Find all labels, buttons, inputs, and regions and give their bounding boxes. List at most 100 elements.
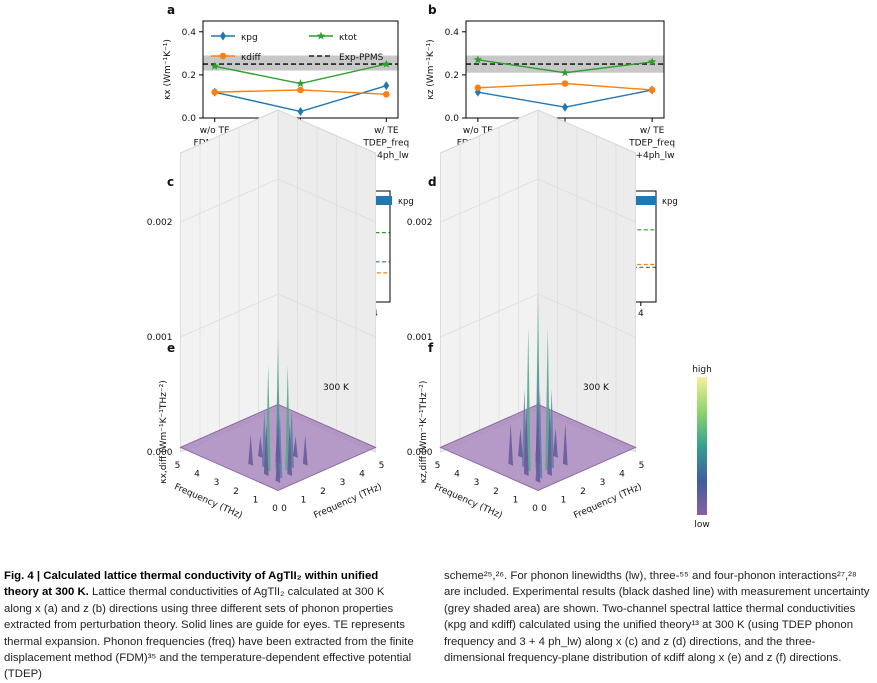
surface-peak-shade-12 (535, 423, 538, 458)
y-tick-label: 2 (580, 487, 586, 497)
z-axis-label: κx,diff (Wm⁻¹K⁻¹THz⁻²) (159, 380, 169, 483)
panel-letter-d: d (428, 175, 437, 189)
y-tick-label: 0.2 (445, 71, 459, 81)
series-1-point-2 (648, 86, 656, 94)
z-tick-label: 0.001 (147, 333, 173, 343)
x-category-label: TDEP_freq (362, 139, 409, 149)
surface-peak-10 (508, 423, 514, 466)
x-tick-label: 1 (513, 495, 519, 505)
y-tick-label: 2 (320, 487, 326, 497)
y-axis-label: κz (Wm⁻¹K⁻¹) (426, 39, 436, 99)
colorbar: high low (692, 365, 712, 530)
legend-ktot-label: κtot (339, 33, 357, 43)
surface-peak-11 (302, 434, 308, 466)
right-wall (537, 109, 636, 453)
series-2-point-2 (382, 59, 391, 68)
legend-exp-label: Exp-PPMS (339, 53, 384, 63)
legend-kpg-marker (220, 31, 226, 41)
series-1-point-2 (383, 90, 390, 98)
surface-peak-shade-14 (553, 428, 556, 458)
x-tick-label: 3 (474, 478, 480, 488)
panel-letter-c: c (167, 175, 174, 189)
x-category-label: 3+4ph_lw (630, 151, 675, 161)
z-axis-label: κz,diff (Wm⁻¹K⁻¹THz⁻²) (419, 381, 429, 484)
series-1-point-1 (561, 80, 569, 87)
x-tick-label: 2 (233, 487, 239, 497)
y-tick-label: 5 (379, 461, 385, 471)
caption-left: Fig. 4 | Calculated lattice thermal cond… (4, 568, 414, 683)
z-tick-label: 0.002 (147, 218, 173, 228)
surface-peak-shade-7 (535, 403, 538, 464)
y-tick-label: 4 (619, 470, 625, 480)
surface-peak-shade-4 (537, 390, 540, 479)
wall-grid-line (180, 178, 376, 223)
z-tick-label: 0.000 (407, 448, 433, 458)
surface-peak-8 (547, 405, 553, 476)
temperature-annotation: 300 K (323, 383, 350, 393)
surface-peak-15 (535, 431, 541, 483)
y-axis-label: κx (Wm⁻¹K⁻¹) (163, 39, 173, 100)
x-tick-label: 0 (532, 504, 538, 514)
surface-peak-shade-9 (523, 405, 527, 476)
y-tick-label: 0.0 (445, 114, 460, 124)
surface-peak-shade-13 (258, 436, 261, 458)
legend-label-2: κpg (662, 197, 678, 207)
x-tick-label: 5 (435, 461, 441, 471)
caption-right: scheme²⁵,²⁶. For phonon linewidths (lw),… (444, 570, 870, 665)
surface-peak-shade-5 (522, 388, 525, 469)
surface-peak-shade-14 (293, 436, 296, 458)
surface-peak-shade-0 (535, 292, 538, 473)
x-tick-label: 4 (194, 470, 200, 480)
surface-peak-15 (275, 445, 281, 483)
legend-kdiff-label: κdiff (241, 53, 262, 63)
y-tick-label: 5 (639, 461, 645, 471)
surface-peak-11 (562, 423, 568, 466)
y-tick-label: 0.4 (182, 28, 197, 38)
y-tick-label: 0.4 (445, 28, 460, 38)
surface-peak-shade-9 (263, 424, 267, 476)
series-2-point-0 (473, 55, 483, 64)
temperature-annotation: 300 K (583, 383, 610, 393)
surface-peak-8 (287, 424, 293, 476)
legend-swatch-2 (634, 196, 656, 205)
panel-letter-f: f (428, 341, 434, 355)
x-category-label: w/o TE (200, 126, 230, 136)
wall-grid-line (440, 178, 636, 223)
y-tick-label: 0 (281, 504, 287, 514)
y-tick-label: 0.0 (182, 114, 197, 124)
caption-title: Fig. 4 | Calculated lattice thermal cond… (4, 570, 379, 599)
panel-letter-b: b (428, 3, 437, 17)
x-tick-label: 5 (175, 461, 181, 471)
x-category-label: w/ TE (374, 126, 399, 136)
x-category-label: w/o TE (463, 126, 493, 136)
series-0-point-1 (562, 102, 568, 112)
x-category-label: 3+4ph_lw (364, 151, 409, 161)
surface-peak-shade-12 (275, 433, 278, 458)
caption-left-text: Lattice thermal conductivities of AgTlI₂… (4, 586, 414, 681)
legend-swatch-2 (370, 196, 392, 205)
legend-kdiff-marker (219, 52, 227, 60)
surface-peak-shade-8 (547, 405, 550, 476)
surface-peak-shade-6 (549, 388, 552, 469)
x-tick-label: 4 (638, 309, 644, 319)
x-category-label: w/ TE (640, 126, 665, 136)
wall-grid-line (180, 293, 376, 338)
series-2-point-0 (210, 61, 219, 70)
colorbar-low-label: low (694, 520, 709, 530)
series-1-point-0 (211, 88, 218, 96)
surface-peak-shade-1 (285, 364, 288, 472)
right-wall (277, 109, 376, 453)
y-tick-label: 0 (541, 504, 547, 514)
y-tick-label: 3 (600, 478, 606, 488)
series-1-point-0 (474, 84, 482, 92)
surface-peak-13 (518, 428, 523, 458)
x-tick-label: 1 (253, 495, 259, 505)
left-wall (180, 109, 279, 453)
y-tick-label: 3 (340, 478, 346, 488)
surface-peak-shade-10 (508, 423, 511, 466)
x-tick-label: 4 (454, 470, 460, 480)
y-tick-label: 1 (301, 495, 307, 505)
